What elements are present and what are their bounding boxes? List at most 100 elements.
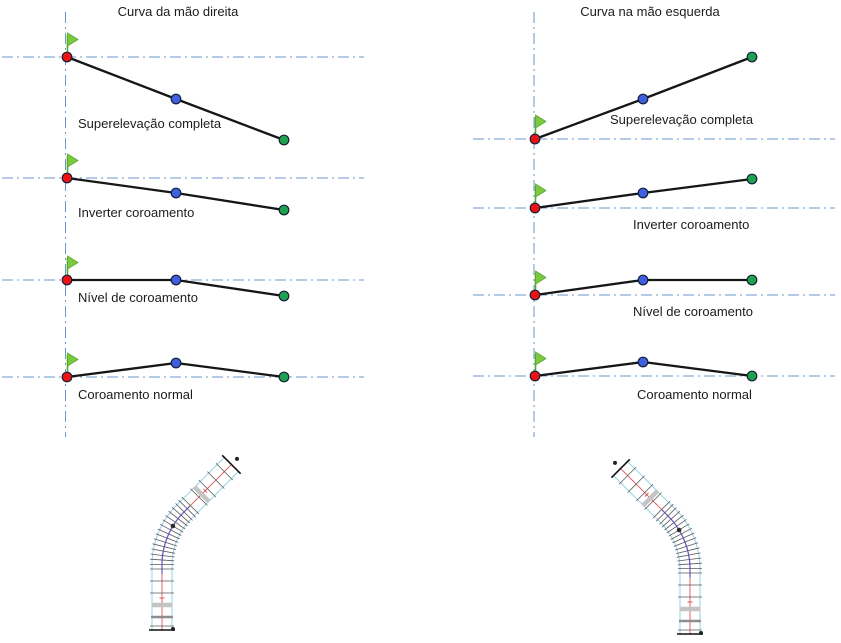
stage-label-full-superelevation: Superelevação completa <box>610 112 754 127</box>
station-mark <box>644 492 649 497</box>
road-section-tick <box>676 552 701 558</box>
road-section-tick <box>670 527 693 540</box>
road-section-tick <box>676 547 700 554</box>
road-section-tick <box>627 475 645 493</box>
road-section-tick <box>674 542 699 551</box>
mid-station-marker <box>637 93 649 105</box>
road-band <box>641 489 660 508</box>
road-end-marker <box>235 456 239 461</box>
panel-left-hand-curve <box>473 12 835 437</box>
road-section-tick <box>151 548 176 554</box>
road-section-tick <box>155 533 179 543</box>
road-section-tick <box>677 557 702 562</box>
start-station-marker <box>529 133 541 145</box>
transition-region-line <box>661 509 691 578</box>
road-band <box>192 485 211 504</box>
road-section-tick <box>190 488 208 506</box>
road-section-tick <box>664 514 684 531</box>
mid-station-marker <box>170 274 182 286</box>
stage-label-normal-crown: Coroamento normal <box>78 387 193 402</box>
road-section-tick <box>150 553 175 558</box>
road-section-tick <box>635 483 654 502</box>
road-edge-line <box>626 460 701 635</box>
mid-station-marker <box>637 274 649 286</box>
station-mark <box>203 488 208 493</box>
start-station-marker <box>61 172 73 184</box>
flag-icon <box>535 114 547 129</box>
start-station-marker <box>529 202 541 214</box>
end-station-marker <box>278 134 290 146</box>
flag-icon <box>67 255 79 270</box>
stage-label-normal-crown: Coroamento normal <box>637 387 752 402</box>
road-section-tick <box>672 532 695 544</box>
road-section-tick <box>666 519 687 534</box>
road-section-tick <box>157 528 180 540</box>
stage-label-reverse-crown: Inverter coroamento <box>633 217 750 232</box>
road-end-marker <box>613 460 617 465</box>
end-station-marker <box>746 370 758 382</box>
panel-right-hand-curve <box>2 12 364 437</box>
start-station-marker <box>61 51 73 63</box>
start-station-marker <box>61 371 73 383</box>
road-section-tick <box>673 537 697 547</box>
road-section-tick <box>198 479 217 498</box>
road-section-tick <box>661 510 681 528</box>
flag-icon <box>67 32 79 47</box>
road-section-tick <box>178 499 196 518</box>
end-station-marker <box>278 290 290 302</box>
stage-label-level-crown: Nível de coroamento <box>633 304 753 319</box>
start-station-marker <box>529 289 541 301</box>
flag-icon <box>67 352 79 367</box>
flag-icon <box>535 183 547 198</box>
mid-station-marker <box>170 93 182 105</box>
stage-label-full-superelevation: Superelevação completa <box>78 116 222 131</box>
start-station-marker <box>529 370 541 382</box>
road-section-tick <box>165 515 186 530</box>
road-section-tick <box>644 492 662 510</box>
stage-label-reverse-crown: Inverter coroamento <box>78 205 195 220</box>
road-section-tick <box>168 510 188 527</box>
curve-midpoint-marker <box>676 527 682 533</box>
road-section-tick <box>215 462 234 481</box>
road-section-tick <box>150 558 175 562</box>
road-section-tick <box>159 523 182 536</box>
road-section-tick <box>153 538 178 547</box>
road-edge-line <box>151 456 226 631</box>
mid-station-marker <box>170 187 182 199</box>
road-section-tick <box>181 496 200 515</box>
end-station-marker <box>746 51 758 63</box>
panel-title-left-hand-curve: Curva na mão esquerda <box>580 4 720 19</box>
road-start-marker <box>699 631 703 635</box>
road-edge-line <box>171 470 240 631</box>
flag-icon <box>67 153 79 168</box>
end-station-marker <box>278 371 290 383</box>
end-station-marker <box>278 204 290 216</box>
road-section-tick <box>652 500 671 519</box>
flag-icon <box>535 351 547 366</box>
stage-label-level-crown: Nível de coroamento <box>78 290 198 305</box>
road-edge-line <box>612 474 681 635</box>
road-section-tick <box>677 562 702 566</box>
mid-station-marker <box>637 187 649 199</box>
road-section-tick <box>656 503 674 522</box>
road-section-tick <box>618 466 637 485</box>
transition-region-line <box>161 505 191 574</box>
road-end-tick <box>221 454 242 475</box>
road-section-tick <box>659 507 677 525</box>
mid-station-marker <box>637 356 649 368</box>
road-section-tick <box>207 471 225 489</box>
curve-midpoint-marker <box>170 523 176 529</box>
flag-icon <box>535 270 547 285</box>
road-section-tick <box>175 503 193 521</box>
start-station-marker <box>61 274 73 286</box>
plan-view-right-hand-curve <box>149 454 242 631</box>
mid-station-marker <box>170 357 182 369</box>
road-start-marker <box>171 627 175 631</box>
road-section-tick <box>152 543 176 550</box>
end-station-marker <box>746 274 758 286</box>
plan-view-left-hand-curve <box>610 458 703 635</box>
road-end-tick <box>610 458 631 479</box>
end-station-marker <box>746 173 758 185</box>
